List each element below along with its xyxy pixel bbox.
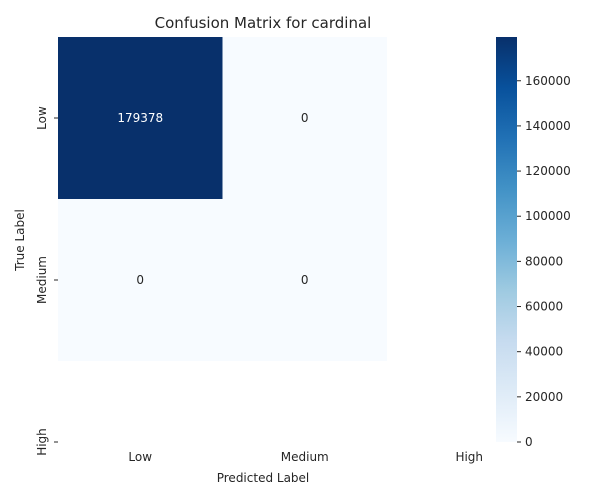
colorbar-tick-label: 120000 (525, 164, 571, 178)
colorbar-tick-label: 60000 (525, 300, 563, 314)
heatmap-cell-1-1 (222, 199, 387, 361)
colorbar-gradient (496, 37, 517, 442)
x-tick-label: High (455, 450, 483, 464)
colorbar (496, 37, 517, 442)
colorbar-tick-label: 160000 (525, 74, 571, 88)
colorbar-tick-label: 0 (525, 435, 533, 449)
colorbar-ticks: 0 20000 40000 60000 80000 100000 120000 140000 1… (517, 74, 571, 449)
colorbar-tick-label: 80000 (525, 254, 563, 268)
colorbar-tick-label: 140000 (525, 119, 571, 133)
y-axis-label: True Label (13, 209, 27, 272)
heatmap-cell-0-0 (58, 37, 223, 199)
x-tick-label: Low (128, 450, 152, 464)
x-axis-ticks: Low Medium High (128, 450, 483, 464)
cell-annotation-0-0: 179378 (117, 111, 163, 125)
y-axis-ticks: Low Medium High (35, 106, 58, 456)
colorbar-tick-label: 100000 (525, 209, 571, 223)
y-tick-label: Medium (35, 256, 49, 304)
colorbar-tick-label: 40000 (525, 345, 563, 359)
colorbar-tick-label: 20000 (525, 390, 563, 404)
heatmap-cells: 179378 0 0 0 (58, 37, 387, 361)
chart-title: Confusion Matrix for cardinal (155, 14, 372, 32)
y-tick-label: Low (35, 106, 49, 130)
y-tick-label: High (35, 428, 49, 456)
cell-annotation-1-1: 0 (301, 273, 309, 287)
heatmap-cell-1-0 (58, 199, 223, 361)
cell-annotation-0-1: 0 (301, 111, 309, 125)
x-tick-label: Medium (281, 450, 329, 464)
heatmap-cell-0-1 (222, 37, 387, 199)
x-axis-label: Predicted Label (217, 471, 310, 485)
cell-annotation-1-0: 0 (136, 273, 144, 287)
